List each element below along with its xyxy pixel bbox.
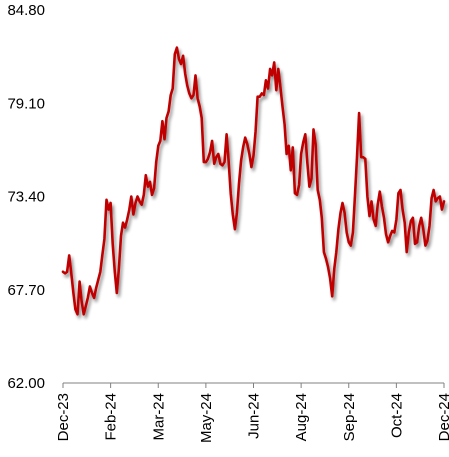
- series-line-0: [61, 46, 446, 316]
- y-tick-label: 79.10: [7, 95, 45, 112]
- x-tick-label: Oct-24: [388, 393, 405, 438]
- y-axis-tick-labels: 62.00 67.70 73.40 79.10 84.80: [7, 2, 45, 392]
- x-tick-label: Sep-24: [341, 393, 358, 441]
- x-tick-label: Dec-23: [55, 393, 72, 441]
- x-axis: Dec-23 Feb-24 Mar-24 May-24 Jun-24 Aug-24 Sep-…: [55, 382, 449, 443]
- x-tick-label: Jun-24: [246, 393, 263, 439]
- y-tick-label: 62.00: [7, 375, 45, 392]
- y-tick-label: 84.80: [7, 2, 45, 19]
- y-tick-label: 67.70: [7, 282, 45, 299]
- x-tick-label: Dec-24: [436, 393, 449, 441]
- y-tick-label: 73.40: [7, 189, 45, 206]
- series-layer: [61, 46, 446, 316]
- x-tick-label: May-24: [198, 393, 215, 443]
- x-tick-label: Mar-24: [150, 393, 167, 441]
- x-tick-label: Feb-24: [103, 393, 120, 441]
- x-tick-label: Aug-24: [293, 393, 310, 441]
